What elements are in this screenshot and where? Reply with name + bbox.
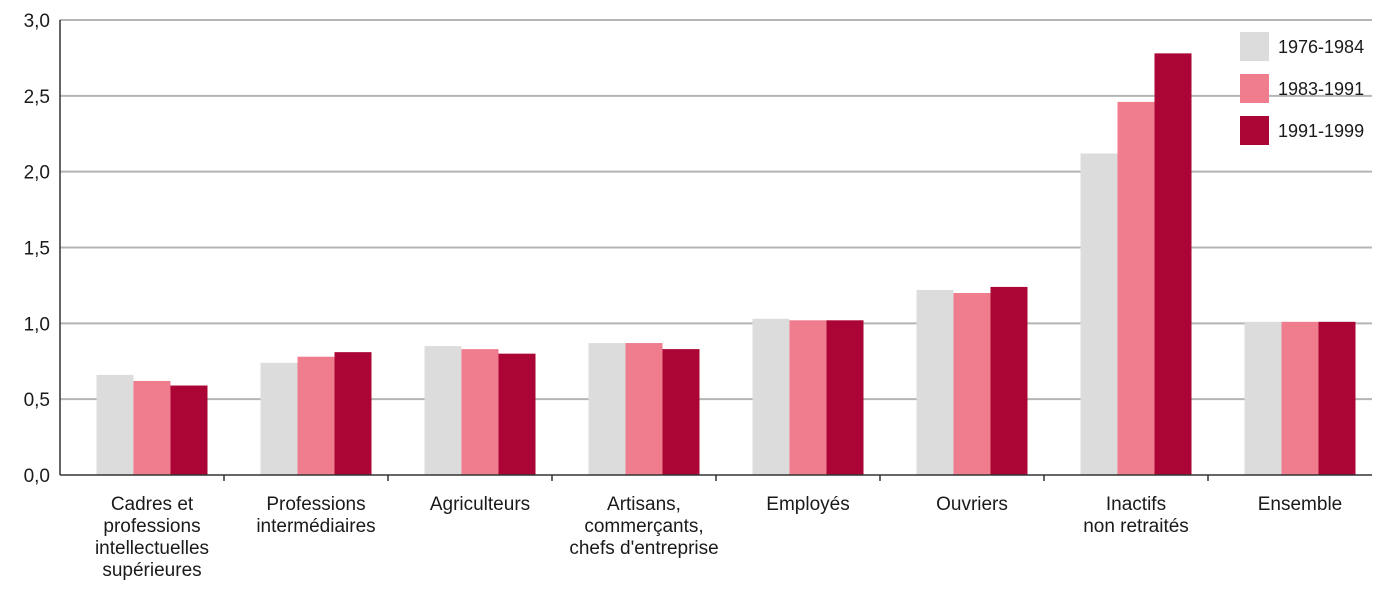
- x-category-label: Professions: [266, 494, 365, 515]
- x-category-label: professions: [103, 516, 200, 537]
- x-category-label: Ouvriers: [936, 494, 1008, 515]
- x-category-label: Ensemble: [1258, 494, 1343, 515]
- y-tick-label: 0,0: [24, 466, 50, 487]
- legend-swatch: [1240, 74, 1269, 103]
- bar: [752, 318, 790, 475]
- bar: [461, 349, 499, 475]
- bar: [260, 362, 298, 475]
- x-category-label: intermédiaires: [256, 516, 375, 537]
- x-category-label: Agriculteurs: [430, 494, 530, 515]
- x-category-label: Cadres et: [111, 494, 194, 515]
- legend-label: 1991-1999: [1278, 121, 1364, 141]
- bar: [424, 346, 462, 475]
- legend-swatch: [1240, 32, 1269, 61]
- legend-swatch: [1240, 116, 1269, 145]
- bar: [498, 353, 536, 475]
- bar: [625, 343, 663, 475]
- bar: [990, 286, 1028, 475]
- axis-labels: 0,0 0,5 1,0 1,5 2,0 2,5 3,0 Cadres etprofession…: [24, 11, 1343, 581]
- bar: [96, 374, 134, 475]
- y-tick-label: 0,5: [24, 390, 50, 411]
- bar: [1154, 53, 1192, 475]
- x-category-label: chefs d'entreprise: [569, 538, 718, 559]
- bar: [588, 343, 626, 475]
- bar: [662, 349, 700, 475]
- x-category-label: Employés: [766, 494, 849, 515]
- bar: [1080, 153, 1118, 475]
- bar: [133, 380, 171, 475]
- bar: [1244, 321, 1282, 475]
- y-tick-label: 3,0: [24, 11, 50, 32]
- bar: [1117, 101, 1155, 476]
- y-tick-label: 2,5: [24, 87, 50, 108]
- bar: [916, 289, 954, 475]
- bar: [789, 320, 827, 475]
- legend-label: 1976-1984: [1278, 37, 1364, 57]
- x-category-label: commerçants,: [584, 516, 703, 537]
- bar: [334, 352, 372, 475]
- y-tick-label: 2,0: [24, 163, 50, 184]
- y-tick-label: 1,5: [24, 239, 50, 260]
- bar: [297, 356, 335, 475]
- bar: [826, 320, 864, 475]
- bar: [953, 293, 991, 475]
- x-category-label: supérieures: [102, 560, 201, 581]
- legend-label: 1983-1991: [1278, 79, 1364, 99]
- x-category-label: Inactifs: [1106, 494, 1166, 515]
- legend: 1976-1984 1983-1991 1991-1999: [1240, 32, 1364, 145]
- x-category-label: intellectuelles: [95, 538, 209, 559]
- bar: [170, 385, 208, 475]
- axes: [59, 20, 1372, 481]
- bar: [1281, 321, 1319, 475]
- x-category-label: non retraités: [1083, 516, 1189, 537]
- y-tick-label: 1,0: [24, 314, 50, 335]
- x-category-label: Artisans,: [607, 494, 681, 515]
- bars: [96, 53, 1356, 476]
- bar: [1318, 321, 1356, 475]
